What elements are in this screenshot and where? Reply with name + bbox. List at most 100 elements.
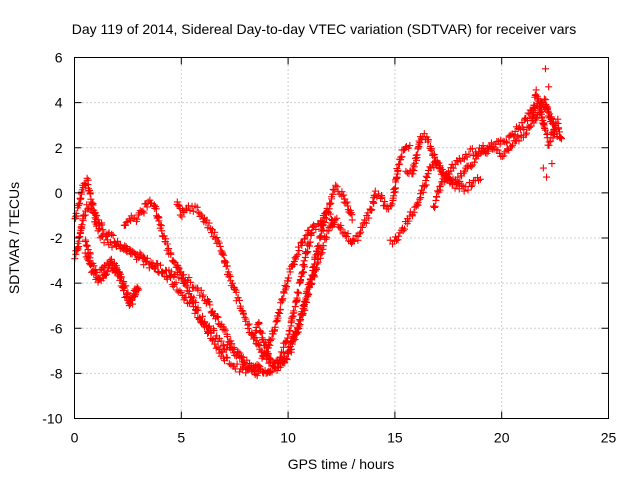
data-point-track-h (410, 208, 418, 216)
data-point-track-f (250, 332, 258, 340)
data-point-track-j (449, 164, 457, 172)
data-point-track-d (283, 282, 291, 290)
data-point-track-d (192, 298, 200, 306)
data-point-track-j (432, 193, 440, 201)
data-point-track-i (455, 185, 463, 193)
data-point-track-e (219, 250, 227, 258)
data-point-track-e (207, 225, 215, 233)
data-point-track-d (170, 258, 178, 266)
data-point-track-c (96, 275, 104, 283)
data-point-track-g (394, 166, 402, 174)
data-point-track-a (325, 223, 333, 231)
data-point-track-e (220, 251, 228, 259)
data-point-track-e (245, 320, 253, 328)
data-point-track-d (182, 281, 190, 289)
data-point-track-a (79, 215, 87, 223)
data-point-track-i (451, 184, 459, 192)
data-point-track-d (122, 221, 130, 229)
data-point-track-d (294, 243, 302, 251)
data-point-track-j (436, 186, 444, 194)
data-point-track-g (343, 233, 351, 241)
data-point-track-j (543, 105, 551, 113)
data-point-track-d (167, 250, 175, 258)
data-point-track-d (163, 246, 171, 254)
data-point-track-e (283, 356, 291, 364)
data-point-track-g (377, 194, 385, 202)
data-point-track-b (143, 254, 151, 262)
data-point-track-d (178, 274, 186, 282)
data-point-track-h (386, 236, 394, 244)
data-point-track-c (115, 269, 123, 277)
data-point-track-e (327, 199, 335, 207)
data-points (71, 65, 566, 380)
data-point-track-c (84, 257, 92, 265)
data-point-track-i (435, 159, 443, 167)
data-point-track-e (241, 314, 249, 322)
data-point-track-g (388, 200, 396, 208)
x-tick-label: 15 (387, 430, 403, 446)
data-point-track-b (148, 261, 156, 269)
data-point-track-c (129, 293, 137, 301)
data-point-outliers (545, 83, 553, 91)
data-point-track-b (77, 194, 85, 202)
data-point-track-f (266, 354, 274, 362)
data-point-track-j (509, 141, 517, 149)
data-point-track-j (445, 170, 453, 178)
data-point-track-d (209, 335, 217, 343)
y-tick-label: -10 (42, 411, 62, 427)
data-point-track-h (401, 225, 409, 233)
data-point-track-f (257, 328, 265, 336)
data-point-track-e (216, 242, 224, 250)
data-point-track-d (292, 252, 300, 260)
data-point-track-e (300, 300, 308, 308)
data-point-track-d (270, 327, 278, 335)
data-point-track-c (83, 255, 91, 263)
data-point-track-b (167, 268, 175, 276)
data-point-track-j (431, 202, 439, 210)
data-point-track-d (143, 203, 151, 211)
data-point-track-b (303, 249, 311, 257)
data-point-track-d (280, 289, 288, 297)
data-point-track-e (232, 288, 240, 296)
data-point-track-g (378, 193, 386, 201)
data-point-track-i (436, 163, 444, 171)
data-point-track-d (140, 209, 148, 217)
data-point-track-k (545, 138, 553, 146)
data-point-track-b (179, 271, 187, 279)
data-point-track-g (375, 190, 383, 198)
data-point-track-d (133, 215, 141, 223)
data-point-track-d (225, 360, 233, 368)
data-point-track-g (406, 141, 414, 149)
data-point-track-g (322, 215, 330, 223)
data-point-track-j (514, 132, 522, 140)
data-point-track-j (441, 178, 449, 186)
data-point-track-j (479, 142, 487, 150)
data-point-track-i (460, 187, 468, 195)
data-point-track-c (83, 241, 91, 249)
data-point-track-f (262, 338, 270, 346)
data-point-track-d (146, 196, 154, 204)
data-point-track-i (409, 170, 417, 178)
data-point-track-i (410, 163, 418, 171)
data-point-track-i (458, 181, 466, 189)
plot-frame (74, 57, 609, 419)
data-point-track-d (200, 319, 208, 327)
data-point-track-d (222, 353, 230, 361)
data-point-track-g (356, 230, 364, 238)
data-point-track-k (529, 116, 537, 124)
data-point-track-d (181, 278, 189, 286)
data-point-track-h (499, 137, 507, 145)
data-point-track-j (508, 143, 516, 151)
data-point-track-i (431, 153, 439, 161)
data-point-track-e (308, 271, 316, 279)
data-point-track-a (239, 353, 247, 361)
data-point-track-c (124, 289, 132, 297)
data-point-track-k (541, 126, 549, 134)
data-point-track-c (133, 283, 141, 291)
data-point-track-b (288, 313, 296, 321)
data-point-track-a (205, 322, 213, 330)
data-point-track-b (304, 248, 312, 256)
data-point-track-c (112, 264, 120, 272)
data-point-track-j (442, 173, 450, 181)
data-point-track-b (223, 333, 231, 341)
